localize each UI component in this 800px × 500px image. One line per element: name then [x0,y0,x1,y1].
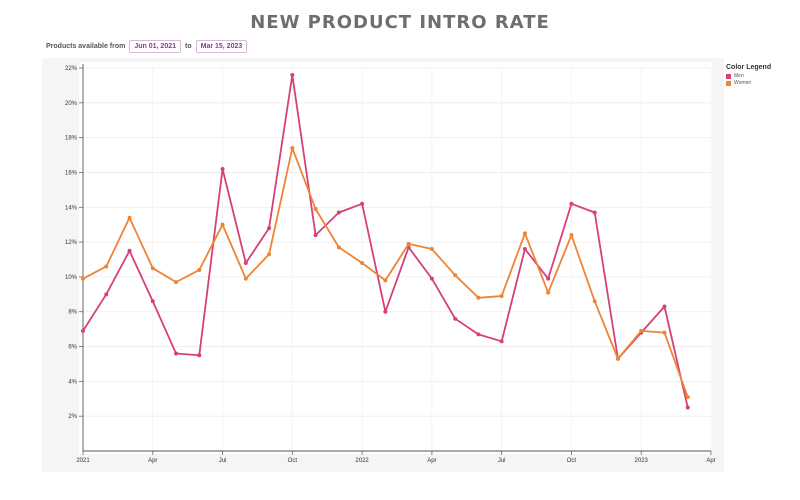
data-point-women[interactable] [243,276,248,281]
legend-swatch-men [726,73,731,79]
data-point-women[interactable] [685,395,690,400]
data-point-women[interactable] [569,233,574,238]
x-tick-label: 2022 [355,458,369,464]
legend-label-men: Men [734,73,744,79]
page-title: NEW PRODUCT INTRO RATE [250,12,550,33]
data-point-women[interactable] [81,276,85,281]
data-point-women[interactable] [360,260,365,265]
y-tick-label: 18% [65,136,78,142]
data-point-women[interactable] [197,267,202,272]
data-point-men[interactable] [267,226,272,231]
data-point-men[interactable] [476,332,481,337]
data-point-men[interactable] [197,353,202,358]
data-point-men[interactable] [220,166,225,171]
data-point-women[interactable] [453,273,458,278]
data-point-women[interactable] [639,328,644,333]
data-point-men[interactable] [104,292,109,297]
data-point-men[interactable] [429,276,434,281]
data-point-women[interactable] [476,295,481,300]
data-point-men[interactable] [127,248,132,253]
y-axis-labels: 2% 4% 6% 8% 10% 12% 14% 16% 18% 20% 22% [65,66,78,420]
legend-swatch-women [726,80,731,86]
x-tick-label: Oct [288,458,298,464]
plot-area [79,62,712,454]
to-date-field[interactable]: Mar 15, 2023 [195,40,248,53]
data-point-women[interactable] [220,222,225,227]
y-tick-label: 20% [65,101,78,107]
x-tick-label: Jul [219,458,227,464]
x-tick-label: Jul [498,458,506,464]
x-tick-label: 2023 [635,458,649,464]
data-point-women[interactable] [499,294,504,299]
x-axis-labels: 2021 Apr Jul Oct 2022 Apr Jul Oct 2023 Apr [76,458,715,464]
data-point-men[interactable] [499,339,504,344]
data-point-women[interactable] [127,215,132,220]
data-point-women[interactable] [662,330,667,335]
x-tick-label: Oct [567,458,577,464]
data-point-men[interactable] [685,405,690,410]
data-point-men[interactable] [360,201,365,206]
legend-item-men[interactable]: Men [726,73,771,79]
y-tick-label: 4% [68,379,77,385]
data-point-women[interactable] [522,231,527,236]
y-tick-label: 10% [65,275,78,281]
y-tick-label: 6% [68,345,77,351]
y-tick-label: 8% [68,310,77,316]
x-tick-label: Apr [427,458,436,464]
y-tick-label: 2% [68,414,77,420]
date-range-filter: Products available from Jun 01, 2021 to … [46,40,248,53]
data-point-women[interactable] [104,264,109,269]
x-tick-label: Apr [148,458,157,464]
data-point-women[interactable] [406,241,411,246]
data-point-men[interactable] [243,260,248,265]
data-point-men[interactable] [546,276,551,281]
filter-prefix: Products available from [46,43,126,50]
y-tick-label: 14% [65,205,78,211]
data-point-men[interactable] [383,309,388,314]
data-point-men[interactable] [453,316,458,321]
data-point-women[interactable] [592,299,597,304]
x-tick-label: 2021 [76,458,90,464]
data-point-men[interactable] [336,210,341,215]
x-tick-label: Apr [706,458,715,464]
filter-to-label: to [185,43,192,50]
data-point-men[interactable] [569,201,574,206]
y-tick-label: 22% [65,66,78,72]
data-point-women[interactable] [383,278,388,283]
data-point-women[interactable] [546,290,551,295]
data-point-women[interactable] [267,252,272,257]
series-group [81,72,690,410]
data-point-women[interactable] [336,245,341,250]
legend-title: Color Legend [726,64,772,71]
legend-label-women: Women [734,80,752,86]
data-point-women[interactable] [615,356,620,361]
data-point-women[interactable] [313,207,318,212]
y-tick-label: 16% [65,170,78,176]
color-legend: Color Legend Men Women [726,64,771,86]
y-tick-label: 12% [65,240,78,246]
data-point-women[interactable] [429,247,434,252]
data-point-men[interactable] [81,328,85,333]
data-point-women[interactable] [150,266,155,271]
data-point-men[interactable] [662,304,667,309]
grid-lines [79,67,712,455]
from-date-field[interactable]: Jun 01, 2021 [129,40,181,53]
data-point-women[interactable] [290,146,295,151]
legend-item-women[interactable]: Women [726,80,771,86]
data-point-men[interactable] [174,351,179,356]
data-point-men[interactable] [592,210,597,215]
axes [82,64,711,452]
data-point-men[interactable] [290,72,295,77]
data-point-men[interactable] [313,233,318,238]
data-point-men[interactable] [150,299,155,304]
data-point-women[interactable] [174,280,179,285]
data-point-men[interactable] [522,247,527,252]
